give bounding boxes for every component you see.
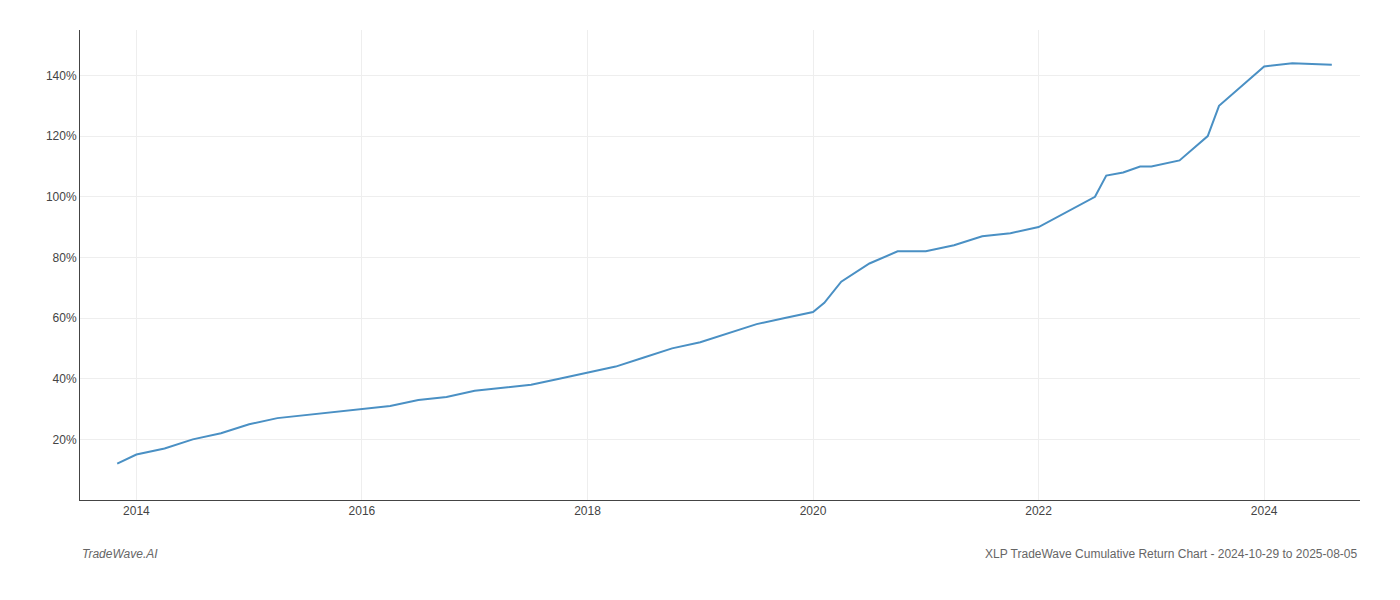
svg-text:80%: 80% — [53, 251, 77, 265]
svg-text:XLP TradeWave Cumulative Retur: XLP TradeWave Cumulative Return Chart - … — [985, 547, 1358, 561]
svg-text:2018: 2018 — [574, 504, 601, 518]
svg-text:60%: 60% — [53, 311, 77, 325]
svg-text:20%: 20% — [53, 433, 77, 447]
svg-text:TradeWave.AI: TradeWave.AI — [82, 547, 158, 561]
svg-text:100%: 100% — [46, 190, 77, 204]
svg-text:2014: 2014 — [123, 504, 150, 518]
svg-text:40%: 40% — [53, 372, 77, 386]
svg-text:2016: 2016 — [349, 504, 376, 518]
svg-text:2024: 2024 — [1251, 504, 1278, 518]
svg-text:2020: 2020 — [800, 504, 827, 518]
svg-text:120%: 120% — [46, 129, 77, 143]
svg-text:140%: 140% — [46, 69, 77, 83]
svg-text:2022: 2022 — [1025, 504, 1052, 518]
